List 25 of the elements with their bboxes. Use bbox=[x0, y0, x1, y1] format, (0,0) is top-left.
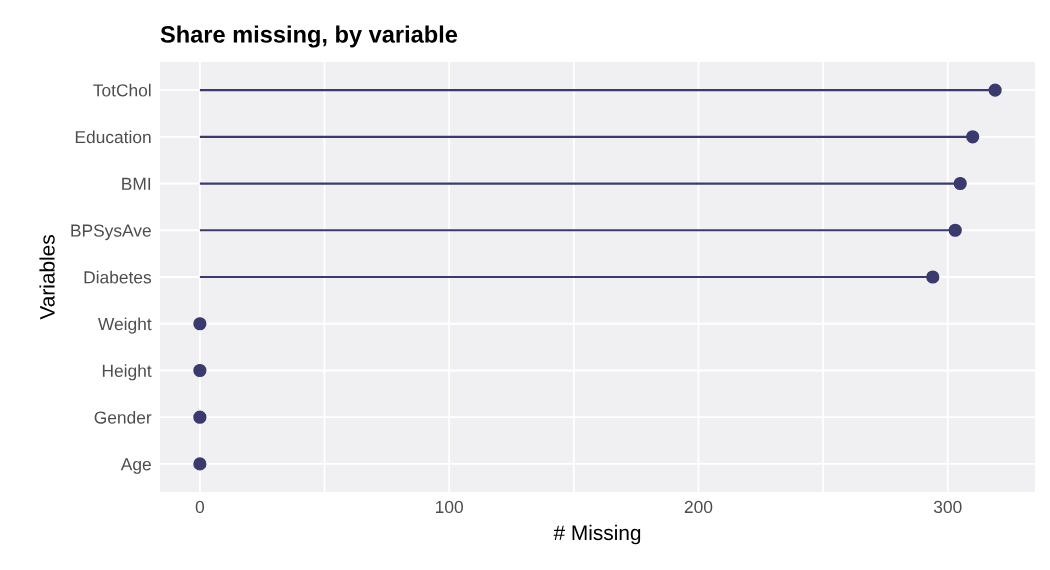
x-tick-label: 300 bbox=[933, 500, 962, 514]
point bbox=[926, 270, 940, 284]
y-tick-label: TotChol bbox=[93, 83, 151, 97]
y-tick-label: Age bbox=[120, 458, 151, 474]
x-tick-label: 100 bbox=[436, 500, 463, 514]
point bbox=[948, 223, 962, 237]
y-axis-title: Variables bbox=[39, 235, 55, 320]
point bbox=[966, 130, 980, 144]
point bbox=[193, 457, 207, 471]
x-tick-label: 0 bbox=[195, 500, 205, 514]
point bbox=[193, 317, 207, 331]
chart-title: Share missing, by variable bbox=[160, 25, 458, 48]
y-tick-label: Education bbox=[75, 130, 151, 144]
x-axis-title: # Missing bbox=[553, 524, 641, 545]
y-tick-label: BMI bbox=[122, 177, 151, 190]
y-tick-label: Gender bbox=[94, 410, 152, 424]
point bbox=[953, 176, 967, 191]
point bbox=[988, 83, 1002, 97]
y-tick-label: Weight bbox=[98, 317, 152, 334]
x-tick-label: 200 bbox=[684, 500, 713, 514]
point bbox=[193, 410, 207, 424]
y-tick-label: BPSysAve bbox=[71, 224, 151, 241]
y-tick-label: Height bbox=[102, 364, 152, 381]
point bbox=[193, 363, 207, 378]
y-tick-label: Diabetes bbox=[84, 270, 152, 284]
